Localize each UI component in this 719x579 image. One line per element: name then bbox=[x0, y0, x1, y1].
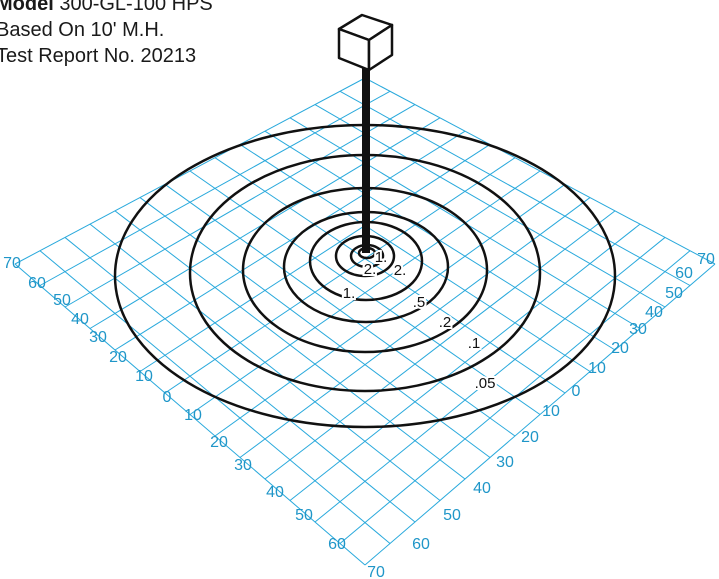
axis-tick-label: 50 bbox=[665, 285, 683, 302]
axis-tick-label: 50 bbox=[443, 507, 461, 524]
axis-tick-label: 20 bbox=[109, 349, 127, 366]
grid-line bbox=[239, 197, 591, 458]
axis-tick-label: 50 bbox=[53, 292, 71, 309]
contour-label: .1 bbox=[468, 335, 481, 352]
axis-tick-label: 30 bbox=[496, 454, 514, 471]
axis-tick-label: 20 bbox=[521, 429, 539, 446]
grid-line bbox=[114, 210, 466, 480]
axis-tick-label: 10 bbox=[588, 360, 606, 377]
axis-tick-label: 60 bbox=[675, 265, 693, 282]
luminaire-icon bbox=[337, 13, 394, 72]
grid-line bbox=[264, 210, 616, 480]
test-report-text: Test Report No. 20213 bbox=[0, 45, 197, 67]
axis-tick-label: 10 bbox=[135, 368, 153, 385]
contour-label: 2. bbox=[394, 262, 407, 279]
model-line: Model 300-GL-100 HPS bbox=[0, 0, 213, 17]
grid-line bbox=[189, 170, 541, 415]
axis-tick-label: 30 bbox=[234, 457, 252, 474]
mounting-height-text: Based On 10' M.H. bbox=[0, 19, 165, 41]
contour-label: .2 bbox=[439, 314, 452, 331]
light-pole bbox=[337, 13, 394, 253]
contour-labels: 1.2. 2.1..5.2.1.05 bbox=[341, 247, 498, 394]
grid-line bbox=[289, 223, 641, 501]
axis-tick-label: 10 bbox=[184, 407, 202, 424]
axis-tick-label: 30 bbox=[629, 321, 647, 338]
axis-tick-label: 10 bbox=[542, 403, 560, 420]
axis-tick-label: 50 bbox=[295, 507, 313, 524]
axis-tick-label: 20 bbox=[210, 434, 228, 451]
grid-line bbox=[14, 263, 366, 566]
axis-tick-label: 40 bbox=[71, 311, 89, 328]
contour-label: 1. bbox=[375, 249, 388, 266]
axis-tick-label: 70 bbox=[3, 255, 21, 272]
grid-line bbox=[139, 197, 491, 458]
grid-line bbox=[364, 263, 716, 566]
axis-tick-label: 40 bbox=[266, 484, 284, 501]
axis-tick-label: 40 bbox=[645, 304, 663, 321]
axis-tick-label: 60 bbox=[328, 536, 346, 553]
model-value: 300-GL-100 HPS bbox=[59, 0, 213, 15]
axis-tick-label: 70 bbox=[697, 251, 715, 268]
floor-grid bbox=[14, 77, 716, 566]
axis-tick-label: 0 bbox=[572, 383, 581, 400]
grid-line bbox=[64, 237, 416, 523]
grid-line bbox=[164, 183, 516, 437]
axis-tick-label: 40 bbox=[473, 480, 491, 497]
axis-tick-label: 60 bbox=[28, 275, 46, 292]
contour-label: .05 bbox=[475, 375, 496, 392]
contour-label: 1. bbox=[343, 285, 356, 302]
grid-line bbox=[89, 223, 441, 501]
contour-label: .5 bbox=[413, 294, 426, 311]
contour-label: 2. bbox=[364, 261, 377, 278]
axis-tick-label: 60 bbox=[412, 536, 430, 553]
grid-line bbox=[214, 183, 566, 437]
axis-tick-label: 70 bbox=[367, 564, 385, 579]
axis-labels: 7060504030201001020304050607070605040302… bbox=[3, 251, 715, 579]
diagram-header: Model 300-GL-100 HPS Based On 10' M.H. T… bbox=[0, 0, 213, 69]
axis-tick-label: 0 bbox=[163, 389, 172, 406]
axis-tick-label: 30 bbox=[89, 329, 107, 346]
model-label: Model bbox=[0, 0, 54, 15]
grid-line bbox=[314, 237, 666, 523]
axis-tick-label: 20 bbox=[611, 340, 629, 357]
